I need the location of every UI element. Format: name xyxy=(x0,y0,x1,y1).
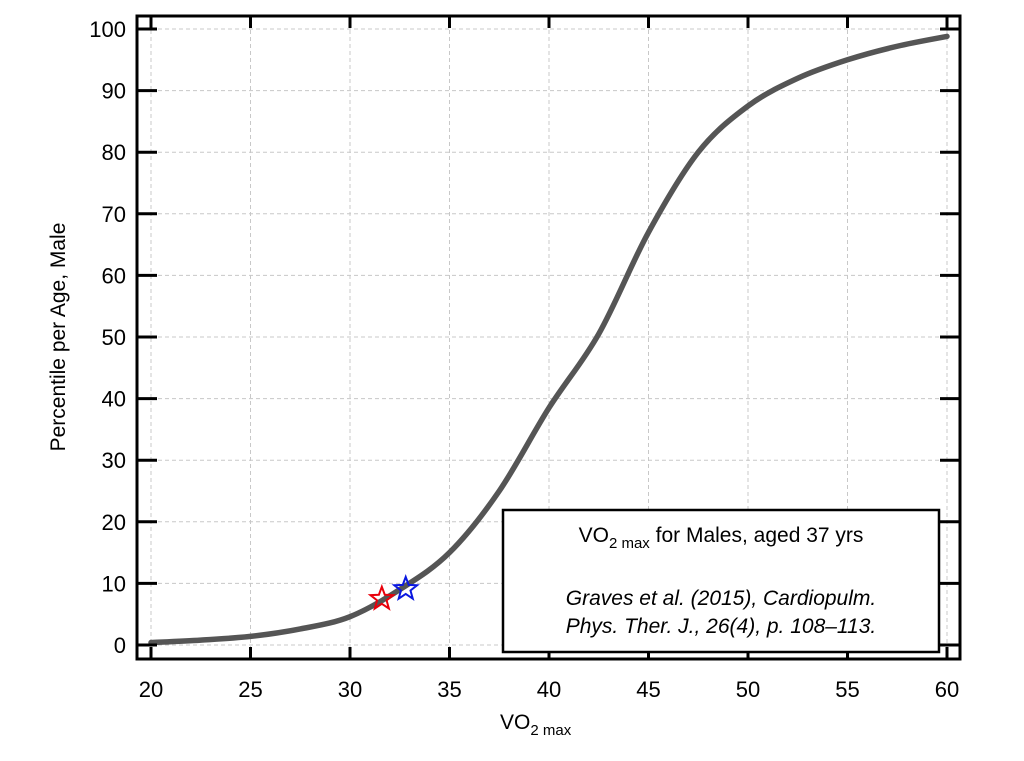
legend-title: VO2 max for Males, aged 37 yrs xyxy=(579,524,864,552)
x-tick-label: 20 xyxy=(139,677,163,702)
x-tick-label: 25 xyxy=(238,677,262,702)
marker-layer xyxy=(367,574,420,611)
x-tick-label: 45 xyxy=(636,677,660,702)
x-axis-title-sub: 2 max xyxy=(530,722,571,739)
red-star-marker xyxy=(367,583,396,611)
series-line xyxy=(148,33,950,646)
x-tick-label: 55 xyxy=(835,677,859,702)
x-tick-label: 60 xyxy=(935,677,959,702)
y-tick-label: 40 xyxy=(102,387,126,412)
y-tick-label: 0 xyxy=(114,633,126,658)
x-tick-label: 30 xyxy=(338,677,362,702)
x-tick-label: 40 xyxy=(537,677,561,702)
svg-text:VO2 max: VO2 max xyxy=(500,711,572,739)
curve-layer xyxy=(148,33,950,646)
x-tick-label: 35 xyxy=(437,677,461,702)
x-axis-title-main: VO xyxy=(500,711,530,734)
y-tick-label: 70 xyxy=(102,202,126,227)
legend-citation-line-2: Phys. Ther. J., 26(4), p. 108–113. xyxy=(566,615,877,638)
blue-star-marker xyxy=(391,574,420,601)
y-tick-label: 80 xyxy=(102,140,126,165)
x-axis-title: VO2 max xyxy=(500,711,572,739)
y-tick-label: 60 xyxy=(102,263,126,288)
y-axis-title: Percentile per Age, Male xyxy=(47,223,70,452)
y-tick-label: 100 xyxy=(89,17,126,42)
y-tick-label: 20 xyxy=(102,510,126,535)
y-tick-label: 90 xyxy=(102,79,126,104)
y-tick-label: 10 xyxy=(102,571,126,596)
y-tick-label: 50 xyxy=(102,325,126,350)
y-tick-label: 30 xyxy=(102,448,126,473)
legend-box: VO2 max for Males, aged 37 yrs Graves et… xyxy=(501,508,941,654)
x-tick-label: 50 xyxy=(736,677,760,702)
tick-layer: 20 25 30 35 40 45 50 55 60 0 10 20 30 40 50 60 70 80 90 100 xyxy=(89,16,960,702)
legend-citation-line-1: Graves et al. (2015), Cardiopulm. xyxy=(566,587,876,610)
